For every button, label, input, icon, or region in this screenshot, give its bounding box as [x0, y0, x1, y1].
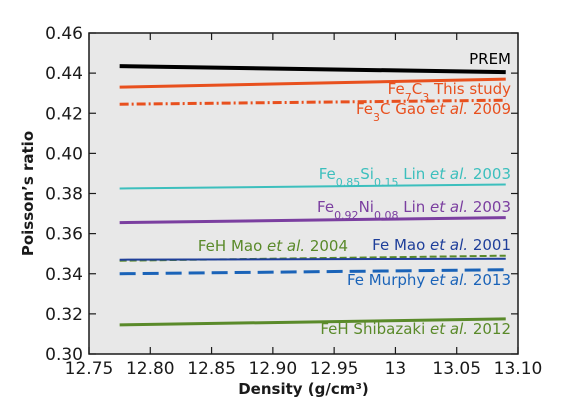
y-tick-label: 0.42: [45, 104, 83, 124]
y-tick-label: 0.40: [45, 144, 83, 164]
x-tick-label: 13.10: [494, 359, 543, 379]
y-tick-label: 0.34: [45, 265, 83, 285]
x-tick-label: 13.05: [432, 359, 481, 379]
y-tick-label: 0.36: [45, 225, 83, 245]
y-tick-label: 0.32: [45, 305, 83, 325]
series-line-3: [119, 183, 506, 190]
x-tick-label: 12.95: [310, 359, 359, 379]
series-line-0: [119, 64, 506, 75]
y-tick-label: 0.38: [45, 185, 83, 205]
series-line-8: [119, 317, 506, 327]
y-axis-title: Poisson’s ratio: [19, 131, 37, 256]
x-tick-label: 12.85: [187, 359, 236, 379]
series-label-7: Fe Murphy et al. 2013: [347, 271, 511, 289]
series-line-6: [119, 257, 506, 261]
series-label-8: FeH Shibazaki et al. 2012: [320, 320, 511, 338]
y-tick-label: 0.44: [45, 64, 83, 84]
series-label-2: Fe3C Gao et al. 2009: [356, 100, 511, 124]
series-label-0: PREM: [469, 50, 511, 68]
x-tick-label: 12.90: [249, 359, 298, 379]
x-tick-label: 12.80: [126, 359, 175, 379]
series-line-1: [119, 77, 506, 89]
series-layer: [119, 64, 506, 327]
y-tick-label: 0.46: [45, 24, 83, 44]
series-label-6: Fe Mao et al. 2001: [372, 236, 511, 254]
x-axis-title: Density (g/cm³): [238, 380, 369, 398]
x-tick-label: 13: [385, 359, 407, 379]
series-label-5: FeH Mao et al. 2004: [198, 237, 348, 255]
series-line-2: [119, 98, 506, 106]
series-line-7: [119, 268, 506, 276]
series-label-4: Fe0.92Ni0.08 Lin et al. 2003: [317, 198, 511, 222]
x-tick-label: 12.75: [65, 359, 114, 379]
tick-layer: 12.75 12.80 12.85 12.90 12.95 13 13.05 13.10 0.3…: [45, 24, 542, 379]
series-line-4: [119, 216, 506, 225]
series-label-3: Fe0.85Si0.15 Lin et al. 2003: [319, 165, 511, 189]
series-label-1: Fe7C3 This study: [388, 80, 511, 104]
y-tick-label: 0.30: [45, 345, 83, 365]
